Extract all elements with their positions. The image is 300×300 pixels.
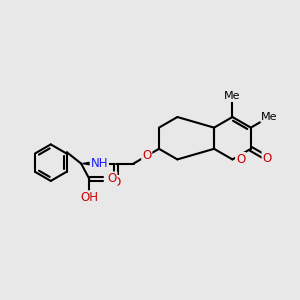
- Text: OH: OH: [80, 191, 98, 204]
- Text: O: O: [262, 152, 272, 165]
- Text: O: O: [111, 176, 121, 189]
- Polygon shape: [82, 161, 96, 166]
- Text: O: O: [236, 153, 245, 166]
- Text: NH: NH: [91, 157, 108, 170]
- Text: Me: Me: [224, 91, 241, 101]
- Text: O: O: [142, 149, 152, 162]
- Text: Me: Me: [261, 112, 278, 122]
- Text: O: O: [107, 172, 117, 185]
